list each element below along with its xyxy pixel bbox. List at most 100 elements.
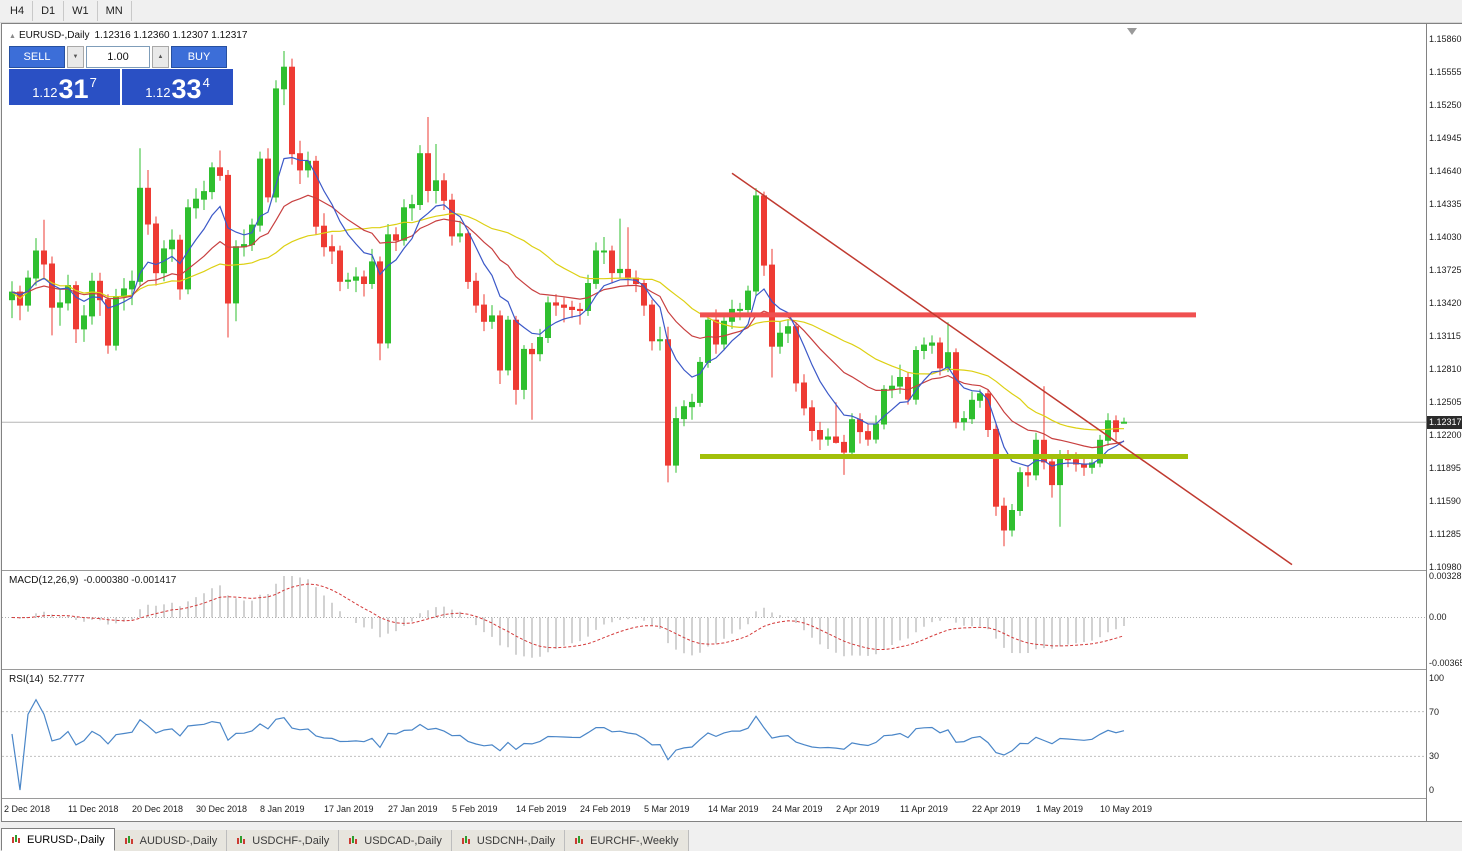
price-scale-label: 1.10980 xyxy=(1429,561,1462,572)
tab-usdchf-daily[interactable]: USDCHF-,Daily xyxy=(227,830,340,851)
sell-price-big: 31 xyxy=(58,74,89,104)
date-axis-label: 11 Apr 2019 xyxy=(900,804,948,814)
date-axis-label: 2 Apr 2019 xyxy=(836,804,880,814)
price-scale-label: 1.15250 xyxy=(1429,100,1462,111)
trade-controls-row: SELL ▼ ▲ BUY xyxy=(9,46,235,68)
rsi-name: RSI(14) xyxy=(9,674,44,685)
timeframe-h4-button[interactable]: H4 xyxy=(2,1,34,21)
tab-label: EURUSD-,Daily xyxy=(27,833,105,846)
date-axis-label: 24 Feb 2019 xyxy=(580,804,631,814)
macd-values: -0.000380 -0.001417 xyxy=(83,575,177,586)
date-axis-label: 22 Apr 2019 xyxy=(972,804,1021,814)
rsi-value: 52.7777 xyxy=(48,674,85,685)
date-axis-label: 17 Jan 2019 xyxy=(324,804,374,814)
candlestick-chart-icon xyxy=(349,836,358,844)
price-scale-label: 1.14945 xyxy=(1429,133,1462,144)
chart-title-ohlc: 1.12316 1.12360 1.12307 1.12317 xyxy=(94,30,248,41)
chart-plot-area[interactable]: 2 Dec 2018 11 Dec 2018 20 Dec 2018 30 Dec 2… xyxy=(2,24,1426,821)
tab-label: USDCNH-,Daily xyxy=(476,834,556,847)
price-scale-label: 1.11590 xyxy=(1429,495,1461,506)
tab-label: USDCHF-,Daily xyxy=(252,834,330,847)
sell-price-display[interactable]: 1.12 31 7 xyxy=(9,69,120,105)
macd-scale-label: 0.00 xyxy=(1429,612,1447,623)
rsi-label: RSI(14) 52.7777 xyxy=(9,674,85,685)
price-scale-label: 1.12505 xyxy=(1429,396,1462,407)
macd-scale-label: -0.003659 xyxy=(1429,658,1462,669)
macd-label: MACD(12,26,9) -0.000380 -0.001417 xyxy=(9,575,176,586)
date-axis-label: 11 Dec 2018 xyxy=(68,804,119,814)
panel-splitter[interactable] xyxy=(2,570,1426,571)
candlestick-chart-icon xyxy=(461,836,470,844)
macd-panel-chart[interactable] xyxy=(2,571,1426,669)
date-axis-label: 8 Jan 2019 xyxy=(260,804,305,814)
date-axis-label: 10 May 2019 xyxy=(1100,804,1153,814)
date-axis-label: 14 Feb 2019 xyxy=(516,804,567,814)
volume-input[interactable] xyxy=(86,46,150,68)
time-scale[interactable]: 2 Dec 2018 11 Dec 2018 20 Dec 2018 30 Dec 2… xyxy=(2,799,1426,820)
tab-eurchf-weekly[interactable]: EURCHF-,Weekly xyxy=(565,830,689,851)
timeframe-mn-button[interactable]: MN xyxy=(98,1,132,21)
candlestick-chart-icon xyxy=(12,835,20,843)
chart-title-symbol: EURUSD-,Daily xyxy=(18,30,90,41)
one-click-trading-panel: SELL ▼ ▲ BUY 1.12 31 7 1.12 33 4 xyxy=(9,46,235,105)
rsi-panel-chart[interactable] xyxy=(2,670,1426,798)
chart-title: ▲ EURUSD-,Daily 1.12316 1.12360 1.12307 1.… xyxy=(9,30,247,41)
price-scale-label: 1.14030 xyxy=(1429,231,1462,242)
buy-price-sup: 4 xyxy=(202,75,210,90)
panel-splitter xyxy=(2,798,1426,799)
tab-usdcad-daily[interactable]: USDCAD-,Daily xyxy=(339,830,452,851)
timeframe-toolbar: H4 D1 W1 MN xyxy=(0,0,1462,23)
price-scale-label: 1.11895 xyxy=(1429,462,1461,473)
price-scale-label: 1.14640 xyxy=(1429,166,1462,177)
rsi-scale-label: 0 xyxy=(1429,785,1435,795)
date-axis-label: 24 Mar 2019 xyxy=(772,804,823,814)
timeframe-d1-button[interactable]: D1 xyxy=(33,1,65,21)
tab-label: USDCAD-,Daily xyxy=(364,834,442,847)
price-scale-label: 1.13420 xyxy=(1429,297,1462,308)
price-scale-label: 1.12200 xyxy=(1429,429,1462,440)
main-price-chart[interactable] xyxy=(2,24,1426,570)
rsi-scale-label: 30 xyxy=(1429,751,1440,762)
one-click-collapse-icon[interactable]: ▲ xyxy=(9,33,16,40)
date-axis-label: 20 Dec 2018 xyxy=(132,804,184,814)
rsi-scale-label: 70 xyxy=(1429,706,1440,717)
price-scale-label: 1.14335 xyxy=(1429,199,1462,210)
price-scale-label: 1.13115 xyxy=(1429,330,1461,341)
date-axis-label: 14 Mar 2019 xyxy=(708,804,759,814)
sell-price-sup: 7 xyxy=(89,75,97,90)
sell-price-prefix: 1.12 xyxy=(32,85,58,100)
price-scale-label: 1.15860 xyxy=(1429,34,1462,45)
buy-price-display[interactable]: 1.12 33 4 xyxy=(122,69,233,105)
tab-audusd-daily[interactable]: AUDUSD-,Daily xyxy=(114,830,228,851)
price-scale-label: 1.13725 xyxy=(1429,264,1462,275)
current-price-badge: 1.12317 xyxy=(1427,415,1462,429)
date-axis-label: 27 Jan 2019 xyxy=(388,804,438,814)
date-axis-label: 5 Mar 2019 xyxy=(644,804,690,814)
tab-label: AUDUSD-,Daily xyxy=(139,834,218,847)
buy-price-prefix: 1.12 xyxy=(145,85,171,100)
macd-scale-label: 0.003287 xyxy=(1429,571,1462,582)
tab-eurusd-daily[interactable]: EURUSD-,Daily xyxy=(1,828,115,851)
price-scale[interactable]: 1.15860 1.15555 1.15250 1.14945 1.14640 1.143… xyxy=(1426,24,1462,821)
macd-name: MACD(12,26,9) xyxy=(9,575,79,586)
sell-button[interactable]: SELL xyxy=(9,46,65,68)
date-axis-label: 5 Feb 2019 xyxy=(452,804,498,814)
buy-price-big: 33 xyxy=(171,74,202,104)
price-scale-label: 1.12810 xyxy=(1429,363,1462,374)
rsi-scale-label: 100 xyxy=(1429,673,1445,683)
price-scale-label: 1.11285 xyxy=(1429,528,1461,539)
chart-tab-bar: EURUSD-,Daily AUDUSD-,Daily USDCHF-,Dail… xyxy=(1,828,1462,851)
date-axis-label: 30 Dec 2018 xyxy=(196,804,248,814)
tab-usdcnh-daily[interactable]: USDCNH-,Daily xyxy=(451,830,566,851)
volume-decrease-button[interactable]: ▼ xyxy=(67,46,84,68)
date-axis-label: 2 Dec 2018 xyxy=(4,804,51,814)
candlestick-chart-icon xyxy=(237,836,246,844)
timeframe-w1-button[interactable]: W1 xyxy=(64,1,98,21)
price-scale-label: 1.15555 xyxy=(1429,67,1462,78)
date-axis-label: 1 May 2019 xyxy=(1036,804,1084,814)
tab-label: EURCHF-,Weekly xyxy=(590,834,679,847)
panel-splitter[interactable] xyxy=(2,669,1426,670)
buy-button[interactable]: BUY xyxy=(171,46,227,68)
volume-increase-button[interactable]: ▲ xyxy=(152,46,169,68)
